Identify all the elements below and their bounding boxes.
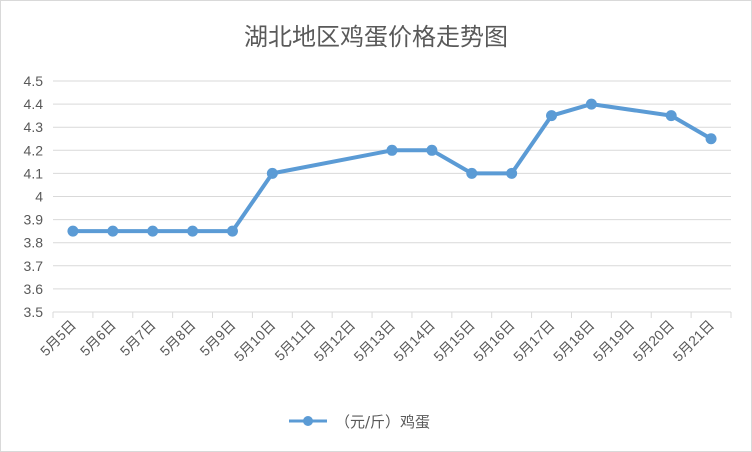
x-tick-label: 5月7日	[117, 317, 159, 359]
y-tick-label: 4.4	[24, 96, 44, 112]
y-tick-label: 3.6	[24, 281, 44, 297]
x-axis-ticks: 5月5日5月6日5月7日5月8日5月9日5月10日5月11日5月12日5月13日…	[37, 312, 732, 365]
x-tick-label: 5月17日	[510, 317, 558, 365]
data-point	[107, 225, 119, 237]
x-tick-label: 5月12日	[311, 317, 359, 365]
x-tick-label: 5月8日	[157, 317, 199, 359]
gridlines	[53, 80, 731, 313]
x-tick-label: 5月10日	[231, 317, 279, 365]
data-point	[426, 144, 438, 156]
legend-label: （元/斤）鸡蛋	[335, 413, 430, 431]
data-point	[546, 110, 558, 122]
y-tick-label: 3.8	[24, 235, 44, 251]
x-tick-label: 5月14日	[390, 317, 438, 365]
x-tick-label: 5月18日	[550, 317, 598, 365]
y-tick-label: 3.9	[24, 212, 44, 228]
data-point	[187, 225, 199, 237]
data-point	[386, 144, 398, 156]
y-tick-label: 4.1	[24, 165, 44, 181]
x-tick-label: 5月5日	[37, 317, 79, 359]
y-tick-label: 4.3	[24, 119, 44, 135]
y-axis-ticks: 3.5 3.6 3.7 3.8 3.9 4 4.1 4.2 4.3 4.4 4.5	[24, 73, 44, 320]
x-tick-label: 5月20日	[630, 317, 678, 365]
y-tick-label: 4.5	[24, 73, 44, 89]
data-point	[466, 167, 478, 179]
data-point	[705, 133, 717, 145]
data-point	[226, 225, 238, 237]
y-tick-label: 3.7	[24, 258, 44, 274]
data-point	[147, 225, 159, 237]
x-tick-label: 5月15日	[430, 317, 478, 365]
x-tick-label: 5月19日	[590, 317, 638, 365]
y-tick-label: 4	[35, 189, 43, 205]
y-tick-label: 3.5	[24, 304, 44, 320]
legend: （元/斤）鸡蛋	[289, 413, 430, 431]
data-point	[665, 110, 677, 122]
x-tick-label: 5月16日	[470, 317, 518, 365]
data-point	[585, 98, 597, 110]
data-point	[67, 225, 79, 237]
y-tick-label: 4.2	[24, 142, 44, 158]
series-layer	[67, 98, 717, 237]
x-tick-label: 5月13日	[350, 317, 398, 365]
data-point	[506, 167, 518, 179]
data-point	[266, 167, 278, 179]
x-tick-label: 5月6日	[77, 317, 119, 359]
x-tick-label: 5月21日	[670, 317, 718, 365]
series-line	[70, 102, 714, 234]
x-tick-label: 5月11日	[271, 317, 318, 364]
legend-marker-swatch	[303, 416, 313, 426]
chart-title: 湖北地区鸡蛋价格走势图	[244, 23, 508, 51]
